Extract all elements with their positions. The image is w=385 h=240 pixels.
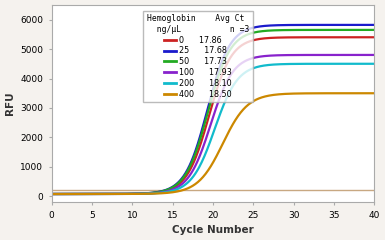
Y-axis label: RFU: RFU bbox=[5, 92, 15, 115]
X-axis label: Cycle Number: Cycle Number bbox=[172, 225, 254, 235]
Legend: 0      17.86, 25      17.68, 50      17.73, 100      17.93, 200      18.10, 400 : 0 17.86, 25 17.68, 50 17.73, 100 17.93, … bbox=[143, 11, 253, 102]
